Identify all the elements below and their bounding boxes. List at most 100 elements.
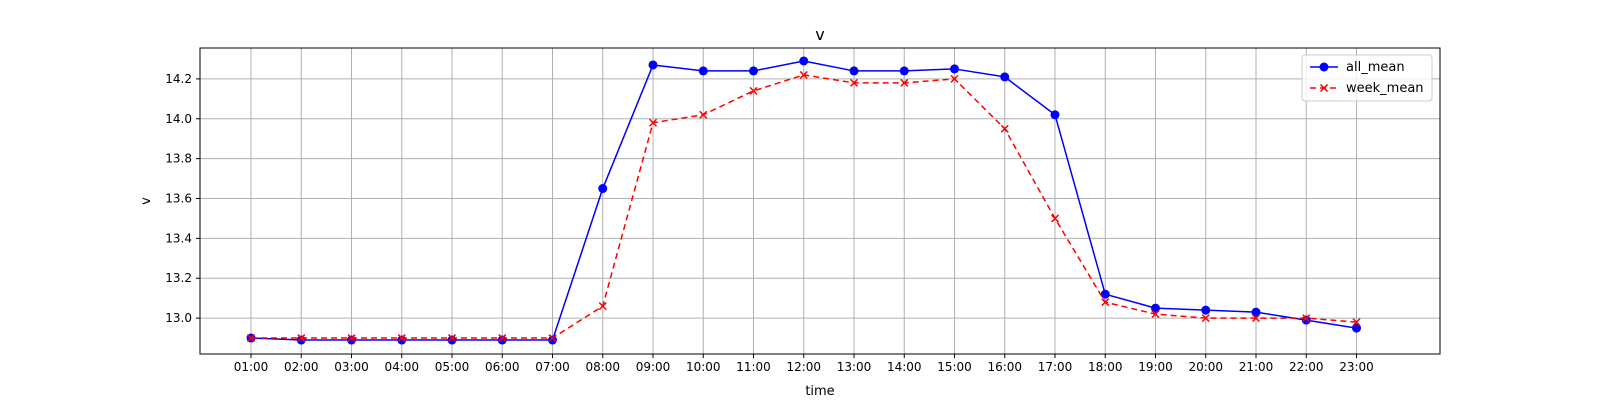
- marker-stroke: [699, 110, 708, 119]
- data-point-week-mean: [799, 70, 808, 79]
- x-tick-label: 17:00: [1038, 360, 1073, 374]
- y-tick-label: 13.2: [165, 271, 192, 285]
- y-axis-label: v: [139, 197, 154, 205]
- data-point-week-mean: [1151, 310, 1160, 319]
- data-point-week-mean: [598, 302, 607, 311]
- marker-stroke: [849, 78, 859, 87]
- axes-frame: [199, 47, 1441, 355]
- data-point-all-mean: [497, 335, 507, 345]
- legend-entry-week-mean: week_mean: [1310, 81, 1424, 96]
- data-point-week-mean: [1000, 124, 1009, 133]
- data-point-week-mean: [347, 334, 356, 343]
- data-point-week-mean: [297, 334, 306, 343]
- legend-entry-all-mean: all_mean: [1310, 60, 1405, 75]
- legend-label-week-mean: week_mean: [1346, 81, 1424, 96]
- marker-stroke: [799, 70, 808, 79]
- marker-stroke: [1000, 124, 1009, 133]
- x-tick-label: 14:00: [887, 360, 922, 374]
- x-tick-label: 12:00: [786, 360, 821, 374]
- chart-title: v: [815, 25, 824, 44]
- y-axis-ticks: 13.0 13.2 13.4 13.6 13.8 14.0 14.2: [165, 72, 200, 325]
- x-tick-label: 23:00: [1339, 360, 1374, 374]
- data-point-week-mean: [648, 118, 658, 127]
- marker-stroke: [648, 118, 658, 127]
- legend-marker-week-mean-b: [1319, 83, 1329, 93]
- data-point-week-mean: [1201, 314, 1210, 323]
- data-point-week-mean: [950, 74, 959, 83]
- x-axis-ticks: 01:00 02:00 03:00 04:00 05:00 06:00 07:00 08:00…: [234, 354, 1374, 374]
- data-point-all-mean: [1352, 323, 1361, 333]
- y-tick-label: 13.4: [165, 231, 192, 245]
- x-tick-label: 03:00: [334, 360, 369, 374]
- data-point-week-mean: [447, 334, 457, 343]
- data-point-all-mean: [899, 66, 909, 76]
- x-tick-label: 15:00: [937, 360, 972, 374]
- series: [246, 56, 1361, 345]
- x-tick-label: 01:00: [234, 360, 269, 374]
- data-point-week-mean: [548, 334, 557, 343]
- x-tick-label: 10:00: [686, 360, 721, 374]
- x-tick-label: 21:00: [1239, 360, 1274, 374]
- data-point-all-mean: [1151, 303, 1160, 313]
- x-tick-label: 22:00: [1289, 360, 1324, 374]
- data-point-week-mean: [749, 86, 758, 95]
- x-tick-label: 13:00: [837, 360, 872, 374]
- x-tick-label: 06:00: [485, 360, 520, 374]
- data-point-all-mean: [1000, 72, 1010, 82]
- data-point-week-mean: [900, 78, 909, 87]
- data-point-all-mean: [799, 56, 809, 66]
- marker-stroke: [1151, 310, 1160, 319]
- data-point-all-mean: [296, 335, 306, 345]
- x-tick-label: 18:00: [1088, 360, 1123, 374]
- y-tick-label: 13.0: [165, 311, 192, 325]
- data-point-week-mean: [699, 110, 708, 119]
- data-point-week-mean: [498, 334, 507, 343]
- x-tick-label: 09:00: [636, 360, 671, 374]
- data-point-all-mean: [1050, 110, 1060, 120]
- x-tick-label: 05:00: [435, 360, 470, 374]
- data-point-week-mean: [1251, 314, 1261, 323]
- marker-stroke: [447, 334, 457, 343]
- data-point-all-mean: [1201, 305, 1211, 315]
- marker-stroke: [498, 334, 507, 343]
- data-point-all-mean: [849, 66, 859, 76]
- data-point-all-mean: [447, 335, 457, 345]
- marker-stroke: [749, 86, 758, 95]
- data-point-all-mean: [1301, 315, 1311, 325]
- data-point-all-mean: [347, 335, 356, 345]
- marker-stroke: [1201, 314, 1210, 323]
- y-tick-label: 13.8: [165, 152, 192, 166]
- marker-stroke: [1101, 298, 1110, 307]
- data-point-all-mean: [397, 335, 407, 345]
- x-axis-label: time: [805, 384, 834, 399]
- marker-stroke: [900, 78, 909, 87]
- marker-stroke: [297, 334, 306, 343]
- x-tick-label: 04:00: [384, 360, 419, 374]
- data-point-all-mean: [1251, 307, 1261, 317]
- data-point-all-mean: [548, 335, 557, 345]
- data-point-week-mean: [849, 78, 859, 87]
- legend: all_mean week_mean: [1301, 54, 1433, 102]
- y-tick-label: 14.0: [165, 112, 192, 126]
- data-point-week-mean: [1302, 314, 1311, 323]
- marker-stroke: [397, 334, 406, 343]
- data-point-week-mean: [397, 334, 406, 343]
- y-tick-label: 14.2: [165, 72, 192, 86]
- x-tick-label: 07:00: [535, 360, 570, 374]
- data-point-all-mean: [950, 64, 959, 74]
- legend-label-all-mean: all_mean: [1346, 60, 1405, 75]
- marker-stroke: [548, 334, 557, 343]
- data-point-all-mean: [648, 60, 658, 70]
- data-point-all-mean: [598, 184, 608, 194]
- data-point-all-mean: [1100, 289, 1110, 299]
- marker-stroke: [347, 334, 356, 343]
- x-tick-label: 16:00: [987, 360, 1022, 374]
- x-tick-label: 11:00: [736, 360, 771, 374]
- data-point-week-mean: [1352, 318, 1361, 327]
- marker-stroke: [246, 334, 256, 343]
- x-tick-label: 02:00: [284, 360, 319, 374]
- data-point-all-mean: [698, 66, 708, 76]
- marker-stroke: [950, 74, 959, 83]
- legend-marker-all-mean: [1319, 62, 1329, 72]
